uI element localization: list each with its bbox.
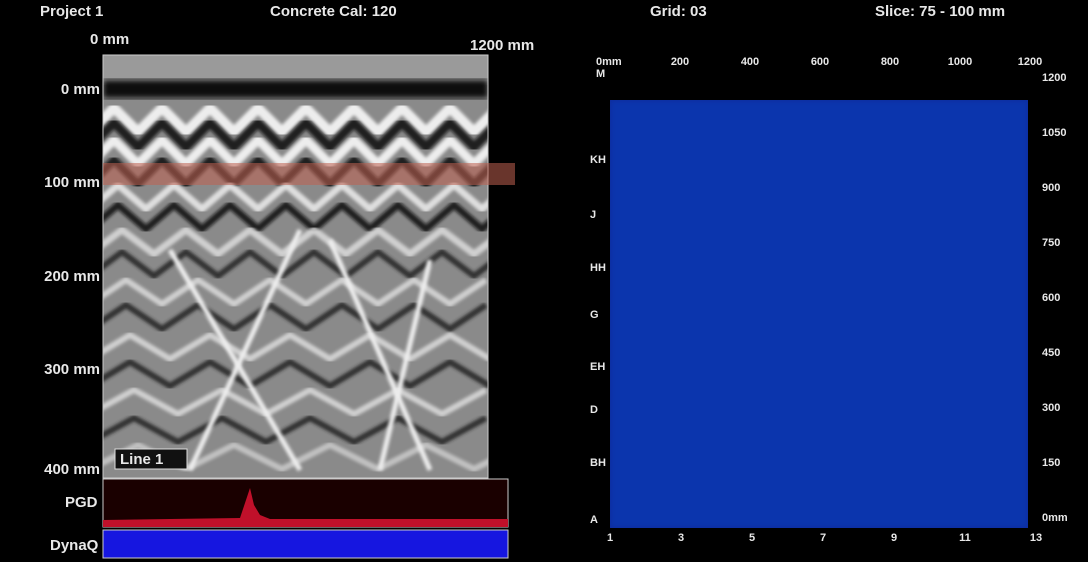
left-axis-label: BH [590,457,606,469]
bottom-axis-label: 7 [820,532,826,544]
corner-label: 0mm [596,56,622,68]
top-axis-label: 1000 [948,56,972,68]
depth-label: 300 mm [44,361,100,378]
depth-label: 400 mm [44,461,100,478]
right-axis-label: 300 [1042,402,1060,414]
right-axis-label: 0mm [1042,512,1068,524]
pgd-label: PGD [65,494,98,511]
right-axis-label: 750 [1042,237,1060,249]
left-axis-label: D [590,404,598,416]
depth-label: 0 mm [61,81,100,98]
left-axis-label: HH [590,262,606,274]
line-label: Line 1 [120,451,163,468]
bottom-axis-label: 13 [1030,532,1042,544]
left-axis-label: KH [590,154,606,166]
slice-range: Slice: 75 - 100 mm [875,3,1005,20]
project-name: Project 1 [40,3,103,20]
corner-unit: M [596,68,605,80]
bottom-axis-label: 3 [678,532,684,544]
grid-name: Grid: 03 [650,3,707,20]
right-axis-label: 150 [1042,457,1060,469]
top-axis-label: 200 [671,56,689,68]
bottom-axis-label: 9 [891,532,897,544]
depth-label: 200 mm [44,268,100,285]
right-axis-label: 450 [1042,347,1060,359]
slice-map [610,100,1028,528]
calibration: Concrete Cal: 120 [270,3,397,20]
radargram [90,55,530,478]
dynaq-label: DynaQ [50,537,99,554]
top-axis-label: 600 [811,56,829,68]
dynaq-bar [103,530,508,558]
screen: Project 1 Concrete Cal: 120 Grid: 03 Sli… [0,0,1088,562]
x-start: 0 mm [90,31,129,48]
left-axis-label: G [590,309,599,321]
bottom-axis-label: 11 [959,532,971,544]
top-axis-label: 400 [741,56,759,68]
surface-reflection [103,80,488,98]
top-axis-label: 800 [881,56,899,68]
bottom-axis-label: 1 [607,532,613,544]
page: Project 1 Concrete Cal: 120 Grid: 03 Sli… [0,0,1088,562]
depth-label: 100 mm [44,174,100,191]
right-axis-label: 900 [1042,182,1060,194]
slice-band [103,163,515,185]
left-axis-label: J [590,209,596,221]
top-axis-label: 1200 [1018,56,1042,68]
right-axis-label: 1200 [1042,72,1066,84]
right-axis-label: 1050 [1042,127,1066,139]
x-end: 1200 mm [470,37,534,54]
right-axis-label: 600 [1042,292,1060,304]
left-axis-label: EH [590,361,605,373]
bottom-axis-label: 5 [749,532,755,544]
left-axis-label: A [590,514,598,526]
